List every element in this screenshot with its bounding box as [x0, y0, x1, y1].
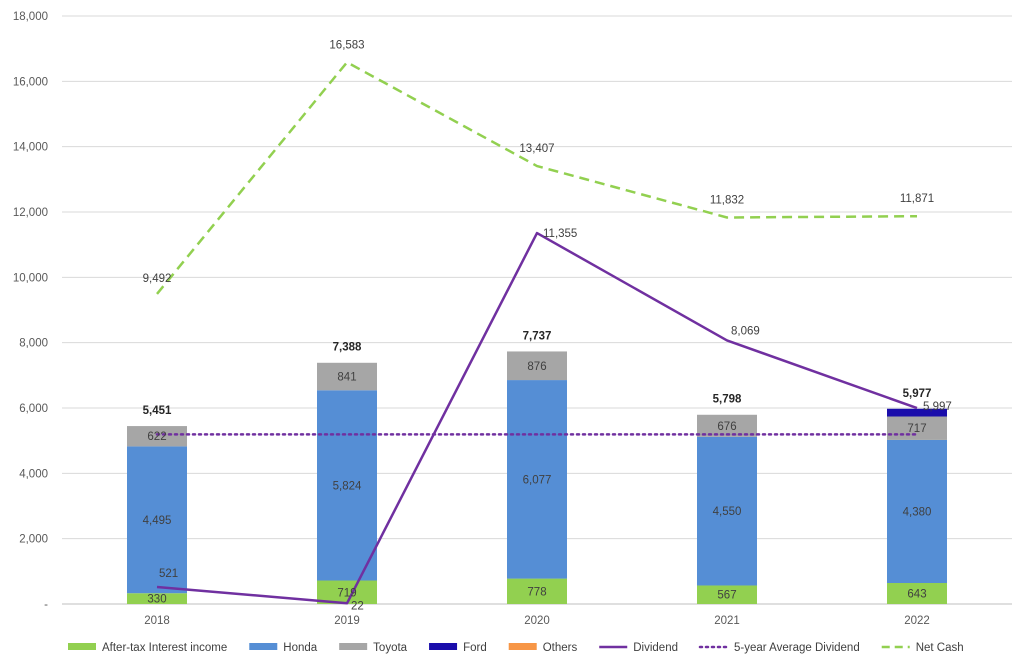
legend-label: Dividend: [633, 642, 678, 654]
segment-data-label: 567: [717, 590, 736, 602]
bar-total-label: 7,388: [333, 342, 362, 354]
y-tick-label: 14,000: [13, 142, 48, 154]
segment-data-label: 717: [907, 423, 926, 435]
y-tick-label: 18,000: [13, 11, 48, 23]
segment-data-label: 876: [527, 361, 546, 373]
segment-data-label: 4,550: [713, 506, 742, 518]
x-axis: 2018 2019 2020 2021 2022: [144, 615, 930, 627]
y-tick-label: 4,000: [19, 468, 48, 480]
y-tick-label: -: [44, 599, 48, 611]
bar-segment: [317, 580, 377, 604]
legend-swatch: [429, 643, 458, 650]
bar-total-label: 5,798: [713, 394, 742, 406]
segment-data-label: 643: [907, 588, 926, 600]
legend-swatch: [508, 643, 537, 650]
segment-data-label: 4,380: [903, 506, 932, 518]
bar-segment: [887, 439, 947, 583]
y-axis: - 2,000 4,000 6,000 8,000 10,000 12,000 14,000 1…: [13, 11, 48, 611]
dividend-data-label: 521: [159, 568, 178, 580]
dividend-data-label: 11,355: [543, 228, 577, 240]
legend-swatch: [249, 643, 278, 650]
line-series: [155, 61, 919, 605]
legend-swatch: [339, 643, 368, 650]
segment-data-label: 4,495: [143, 515, 172, 527]
bar-total-label: 7,737: [523, 330, 552, 342]
dividend-data-label: 5,997: [923, 401, 952, 413]
legend-label: Toyota: [373, 642, 407, 654]
y-tick-label: 10,000: [13, 272, 48, 284]
dividend-data-label: 8,069: [731, 325, 760, 337]
bar-segment: [507, 380, 567, 579]
bar-segment: [887, 408, 947, 417]
bar-segment: [317, 390, 377, 581]
segment-data-label: 6,077: [523, 474, 552, 486]
legend-label: Ford: [463, 642, 487, 654]
x-tick-label: 2018: [144, 615, 170, 627]
y-tick-label: 12,000: [13, 207, 48, 219]
legend-label: Net Cash: [916, 642, 964, 654]
bar-total-label: 5,977: [903, 388, 932, 400]
series-line: [156, 231, 918, 605]
bar-segment: [127, 446, 187, 594]
x-tick-label: 2022: [904, 615, 930, 627]
dividend-data-label: 22: [351, 600, 364, 612]
y-tick-label: 6,000: [19, 403, 48, 415]
bar-segment: [317, 362, 377, 391]
series-line: [156, 61, 918, 295]
y-tick-label: 16,000: [13, 76, 48, 88]
segment-data-label: 778: [527, 586, 546, 598]
bar-segment: [507, 578, 567, 604]
bar-segment: [697, 414, 757, 437]
legend-label: Honda: [283, 642, 317, 654]
bar-segment: [697, 585, 757, 604]
x-tick-label: 2020: [524, 615, 550, 627]
legend-label: After-tax Interest income: [102, 642, 227, 654]
legend: After-tax Interest income Honda Toyota Ford…: [68, 642, 964, 654]
legend-label: 5-year Average Dividend: [734, 642, 860, 654]
bar-segment: [887, 582, 947, 604]
y-tick-label: 2,000: [19, 534, 48, 546]
bar-total-label: 5,451: [143, 405, 172, 417]
net-cash-data-label: 11,832: [710, 194, 744, 206]
x-tick-label: 2021: [714, 615, 740, 627]
segment-data-label: 330: [147, 594, 166, 606]
net-cash-data-label: 11,871: [900, 193, 934, 205]
bar-segment: [127, 426, 187, 447]
data-labels: 330 4,495 622 5,451 719 5,824 841 7,388 778 6,077…: [143, 39, 952, 612]
bar-segment: [507, 351, 567, 381]
segment-data-label: 676: [717, 421, 736, 433]
net-cash-data-label: 16,583: [329, 39, 364, 51]
bar-segment: [697, 436, 757, 586]
gridlines: [62, 15, 1012, 605]
segment-data-label: 841: [337, 372, 356, 384]
segment-data-label: 5,824: [333, 480, 362, 492]
stacked-bars: [127, 351, 947, 604]
net-cash-data-label: 13,407: [519, 143, 554, 155]
x-tick-label: 2019: [334, 615, 360, 627]
segment-data-label: 622: [147, 431, 166, 443]
legend-swatch: [68, 643, 96, 650]
bar-segment: [127, 593, 187, 604]
net-cash-data-label: 9,492: [143, 273, 172, 285]
legend-label: Others: [543, 642, 578, 654]
y-tick-label: 8,000: [19, 338, 48, 350]
segment-data-label: 719: [337, 587, 356, 599]
